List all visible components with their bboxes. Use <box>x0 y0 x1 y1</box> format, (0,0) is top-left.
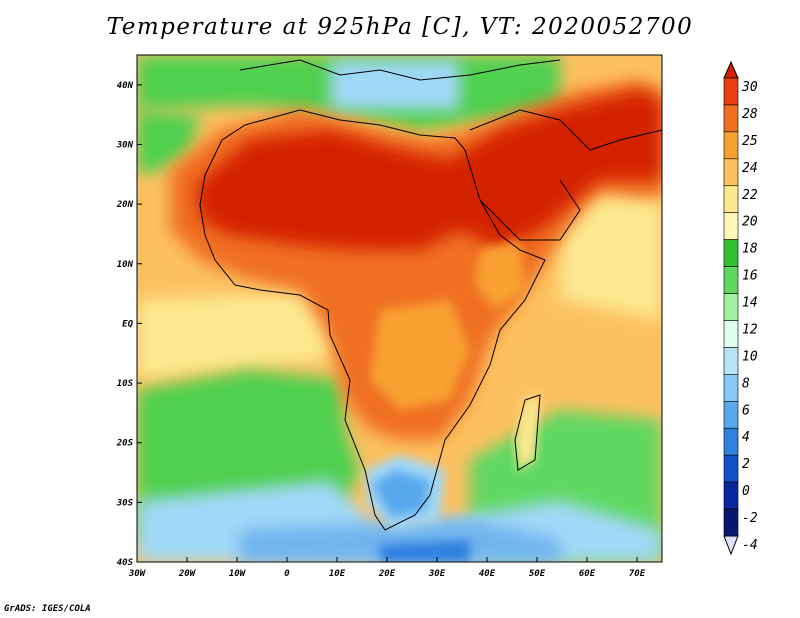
colorbar-top-arrow <box>723 60 739 79</box>
asia-coastline <box>469 109 662 151</box>
lon-tick-label: 40E <box>479 569 496 579</box>
lon-tick-label: 20E <box>378 569 396 579</box>
lon-tick-label: 30E <box>428 569 446 579</box>
lat-tick-label: EQ <box>122 319 133 329</box>
lon-tick-label: 70E <box>629 569 646 579</box>
lat-tick-label: 10S <box>117 379 134 389</box>
lon-tick-label: 50E <box>529 569 546 579</box>
colorbar-segment <box>723 347 739 375</box>
latitude-axis: 40N 30N 20N 10N EQ 10S 20S 30S 40S <box>116 81 142 568</box>
lon-tick-label: 0 <box>284 569 290 579</box>
colorbar-level-label: 2 <box>742 457 750 472</box>
colorbar-segment <box>723 427 739 456</box>
lat-tick-label: 30N <box>116 140 134 150</box>
ocean-north-atlantic <box>137 110 200 175</box>
colorbar-segment <box>723 320 739 348</box>
colorbar-segment <box>723 77 739 106</box>
lat-tick-label: 40S <box>117 558 134 568</box>
colorbar-level-label: 6 <box>742 403 750 418</box>
ocean-cold-deep <box>240 520 560 562</box>
north-mediterranean-blue <box>330 60 460 110</box>
colorbar-segment <box>723 374 739 402</box>
colorbar-level-label: 30 <box>741 80 758 95</box>
colorbar-level-label: 14 <box>742 296 758 311</box>
colorbar-level-label: 25 <box>742 134 758 149</box>
lat-tick-label: 40N <box>117 81 134 91</box>
colorbar-segment <box>723 185 739 214</box>
madagascar-coastline <box>514 394 541 471</box>
colorbar-level-label: -2 <box>742 511 758 526</box>
land-sahara-hot <box>195 90 662 250</box>
land-madagascar <box>515 395 540 470</box>
colorbar-level-label: 8 <box>742 376 750 391</box>
colorbar-level-label: -4 <box>742 538 758 553</box>
colorbar-segment <box>723 266 739 294</box>
colorbar-level-label: 18 <box>742 242 758 257</box>
colorbar-segment <box>723 481 739 510</box>
arabia-coastline <box>479 179 581 241</box>
lat-tick-label: 30S <box>116 498 134 508</box>
ocean-arabian-pale <box>560 195 662 320</box>
map-frame <box>136 54 663 563</box>
land-south-cold <box>372 470 430 518</box>
colorbar-level-label: 12 <box>742 322 758 337</box>
colorbar-level-label: 22 <box>742 188 758 203</box>
land-central-warm <box>370 300 470 410</box>
map-title: Temperature at 925hPa [C], VT: 202005270… <box>106 14 694 40</box>
colorbar-level-label: 0 <box>742 484 750 499</box>
colorbar-segment <box>723 239 739 267</box>
colorbar-segment <box>723 508 739 537</box>
longitude-axis: 30W 20W 10W 0 10E 20E 30E 40E 50E 60E 70E <box>128 557 646 579</box>
ocean-coldest <box>380 540 470 562</box>
temperature-field <box>137 55 662 562</box>
colorbar-bottom-arrow <box>723 535 739 556</box>
colorbar-level-label: 16 <box>742 269 758 284</box>
europe-coastline <box>239 59 561 81</box>
africa-coastline <box>199 109 546 531</box>
lon-tick-label: 60E <box>579 569 596 579</box>
lat-tick-label: 20S <box>116 439 134 449</box>
lon-tick-label: 10W <box>229 569 247 579</box>
land-ethiopian-highlands <box>475 240 525 310</box>
coastlines <box>199 59 662 531</box>
lon-tick-label: 20W <box>178 569 197 579</box>
colorbar-segment <box>723 104 739 133</box>
colorbar-segment <box>723 454 739 483</box>
lon-tick-label: 30W <box>128 569 147 579</box>
colorbar-level-label: 10 <box>742 349 758 364</box>
colorbar-segment <box>723 293 739 321</box>
lon-tick-label: 10E <box>329 569 346 579</box>
ocean-atlantic-pale <box>137 290 330 380</box>
colorbar-level-label: 4 <box>742 430 750 445</box>
lat-tick-label: 20N <box>116 200 134 210</box>
colorbar-segment <box>723 212 739 240</box>
colorbar-segment <box>723 131 739 160</box>
grads-credit: GrADS: IGES/COLA <box>4 604 91 614</box>
colorbar-level-label: 24 <box>742 161 758 176</box>
colorbar-level-label: 20 <box>742 215 758 230</box>
lat-tick-label: 10N <box>117 260 134 270</box>
colorbar-level-label: 28 <box>742 107 758 122</box>
colorbar-segment <box>723 158 739 187</box>
colorbar-segment <box>723 400 739 429</box>
